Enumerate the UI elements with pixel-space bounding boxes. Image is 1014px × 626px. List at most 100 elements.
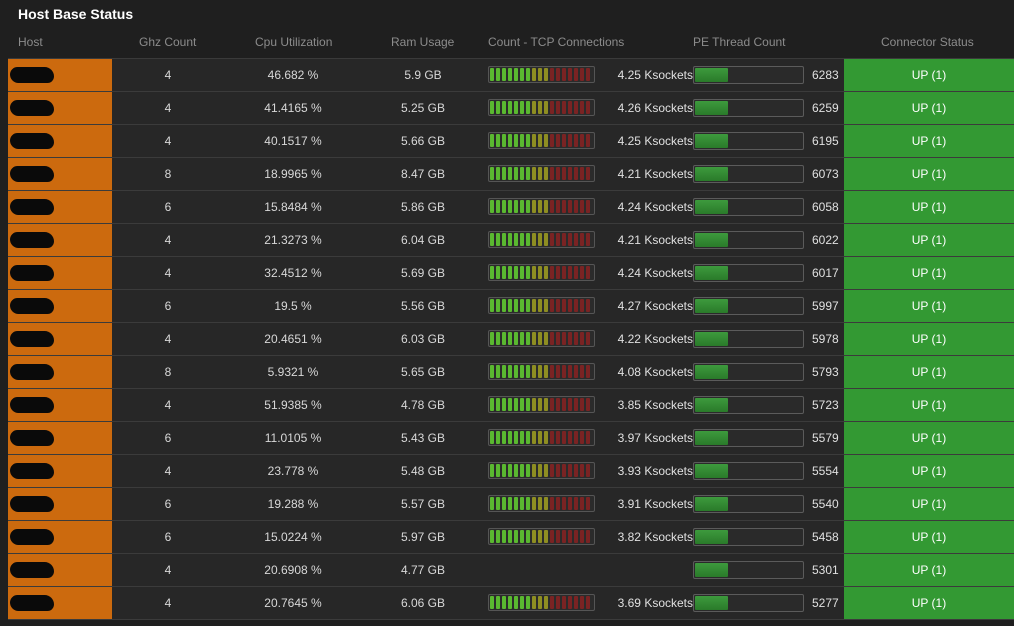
pe-thread-fill xyxy=(695,398,728,412)
host-cell[interactable]: S 03 xyxy=(8,224,112,256)
connector-status-label: UP (1) xyxy=(911,266,947,280)
connector-status-label: UP (1) xyxy=(911,200,947,214)
tcp-meter xyxy=(488,132,595,149)
pe-value: 5301 xyxy=(812,563,839,577)
host-cell[interactable]: S 19 xyxy=(8,191,112,223)
pe-thread-fill xyxy=(695,530,728,544)
pe-thread-fill xyxy=(695,134,728,148)
cpu-value: 18.9965 % xyxy=(264,167,322,181)
pe-thread-fill xyxy=(695,101,728,115)
tcp-value: 3.93 Ksockets xyxy=(617,464,693,478)
pe-thread-bar xyxy=(693,396,804,414)
pe-thread-bar xyxy=(693,66,804,84)
connector-status-label: UP (1) xyxy=(911,563,947,577)
pe-value: 5978 xyxy=(812,332,839,346)
pe-thread-fill xyxy=(695,563,728,577)
pe-value: 5540 xyxy=(812,497,839,511)
connector-status: UP (1) xyxy=(844,125,1014,157)
redaction-mark xyxy=(10,265,54,281)
pe-value: 5554 xyxy=(812,464,839,478)
redaction-mark xyxy=(10,529,54,545)
pe-thread-fill xyxy=(695,365,728,379)
table-row: S 05 4 51.9385 % 4.78 GB 3.85 Ksockets 5723 UP… xyxy=(8,389,1014,422)
host-cell[interactable]: S 11 xyxy=(8,158,112,190)
ghz-value: 6 xyxy=(164,530,172,544)
ghz-value: 8 xyxy=(164,365,172,379)
pe-thread-bar xyxy=(693,264,804,282)
pe-value: 5997 xyxy=(812,299,839,313)
redaction-mark xyxy=(10,562,54,578)
ghz-value: 4 xyxy=(164,332,172,346)
panel-title: Host Base Status xyxy=(18,6,134,22)
table-row: S 6 19.5 % 5.56 GB 4.27 Ksockets 5997 UP (1) xyxy=(8,290,1014,323)
host-cell[interactable]: S xyxy=(8,290,112,322)
connector-status: UP (1) xyxy=(844,323,1014,355)
ram-value: 5.57 GB xyxy=(400,497,446,511)
pe-value: 6195 xyxy=(812,134,839,148)
col-connector: Connector Status xyxy=(881,35,974,49)
host-cell[interactable]: S t17 xyxy=(8,257,112,289)
redaction-mark xyxy=(10,595,54,611)
cpu-value: 19.5 % xyxy=(274,299,312,313)
cpu-value: 32.4512 % xyxy=(264,266,322,280)
host-cell[interactable]: S 24 xyxy=(8,521,112,553)
connector-status-label: UP (1) xyxy=(911,530,947,544)
tcp-value: 4.22 Ksockets xyxy=(617,332,693,346)
pe-thread-fill xyxy=(695,68,728,82)
table-row: S 20 4 40.1517 % 5.66 GB 4.25 Ksockets 6195 UP… xyxy=(8,125,1014,158)
host-cell[interactable]: S t18 xyxy=(8,488,112,520)
ram-value: 5.56 GB xyxy=(400,299,446,313)
redaction-mark xyxy=(10,199,54,215)
ram-value: 4.78 GB xyxy=(400,398,446,412)
col-tcp: Count - TCP Connections xyxy=(488,35,625,49)
pe-value: 5579 xyxy=(812,431,839,445)
tcp-meter xyxy=(488,594,595,611)
connector-status: UP (1) xyxy=(844,290,1014,322)
table-row: S 8 5.9321 % 5.65 GB 4.08 Ksockets 5793 UP (1… xyxy=(8,356,1014,389)
pe-thread-bar xyxy=(693,198,804,216)
redaction-mark xyxy=(10,67,54,83)
host-cell[interactable]: S 20 xyxy=(8,125,112,157)
table-row: S t16 6 11.0105 % 5.43 GB 3.97 Ksockets 5579 U… xyxy=(8,422,1014,455)
ram-value: 8.47 GB xyxy=(400,167,446,181)
ram-value: 5.43 GB xyxy=(400,431,446,445)
connector-status-label: UP (1) xyxy=(911,299,947,313)
pe-thread-fill xyxy=(695,497,728,511)
redaction-mark xyxy=(10,298,54,314)
host-cell[interactable]: S t22 xyxy=(8,59,112,91)
pe-value: 6017 xyxy=(812,266,839,280)
tcp-meter xyxy=(488,528,595,545)
host-cell[interactable]: S 21 xyxy=(8,323,112,355)
host-cell[interactable]: S t16 xyxy=(8,422,112,454)
connector-status: UP (1) xyxy=(844,92,1014,124)
connector-status: UP (1) xyxy=(844,422,1014,454)
cpu-value: 5.9321 % xyxy=(267,365,319,379)
redaction-mark xyxy=(10,430,54,446)
table-row: S 19 6 15.8484 % 5.86 GB 4.24 Ksockets 6058 UP… xyxy=(8,191,1014,224)
pe-thread-bar xyxy=(693,594,804,612)
host-cell[interactable]: S t27 xyxy=(8,587,112,619)
tcp-meter xyxy=(488,297,595,314)
redaction-mark xyxy=(10,166,54,182)
host-cell[interactable]: S xyxy=(8,356,112,388)
ghz-value: 4 xyxy=(164,266,172,280)
col-cpu: Cpu Utilization xyxy=(255,35,333,49)
tcp-meter xyxy=(488,462,595,479)
ram-value: 5.9 GB xyxy=(404,68,442,82)
tcp-meter xyxy=(488,99,595,116)
pe-value: 5793 xyxy=(812,365,839,379)
pe-thread-bar xyxy=(693,363,804,381)
connector-status: UP (1) xyxy=(844,455,1014,487)
redaction-mark xyxy=(10,364,54,380)
ram-value: 4.77 GB xyxy=(400,563,446,577)
pe-thread-fill xyxy=(695,167,728,181)
connector-status: UP (1) xyxy=(844,521,1014,553)
cpu-value: 23.778 % xyxy=(267,464,319,478)
connector-status-label: UP (1) xyxy=(911,68,947,82)
ghz-value: 4 xyxy=(164,464,172,478)
host-cell[interactable]: S 14 xyxy=(8,92,112,124)
ram-value: 5.69 GB xyxy=(400,266,446,280)
host-cell[interactable]: S t26 xyxy=(8,554,112,586)
host-cell[interactable]: S 05 xyxy=(8,389,112,421)
host-cell[interactable]: S et13 xyxy=(8,455,112,487)
